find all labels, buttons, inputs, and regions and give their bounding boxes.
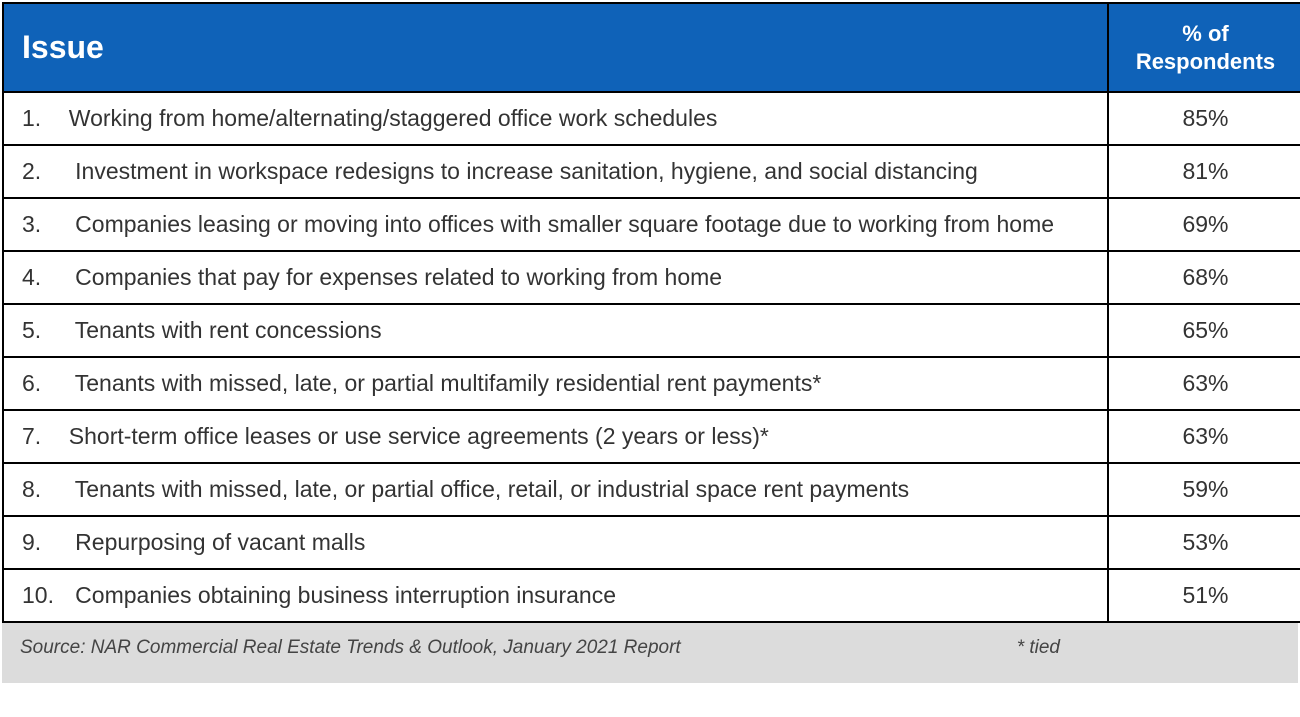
row-number: 6. [22, 370, 56, 397]
pct-cell: 65% [1108, 304, 1300, 357]
row-text: Working from home/alternating/staggered … [69, 105, 718, 131]
table-container: Issue % of Respondents 1. Working from h… [0, 0, 1300, 685]
row-number: 10. [22, 582, 56, 609]
issue-cell: 3. Companies leasing or moving into offi… [3, 198, 1108, 251]
pct-cell: 68% [1108, 251, 1300, 304]
table-row: 3. Companies leasing or moving into offi… [3, 198, 1300, 251]
row-text: Investment in workspace redesigns to inc… [69, 158, 978, 184]
table-row: 10. Companies obtaining business interru… [3, 569, 1300, 622]
pct-cell: 85% [1108, 92, 1300, 145]
pct-cell: 53% [1108, 516, 1300, 569]
header-issue: Issue [3, 3, 1108, 92]
issue-cell: 9. Repurposing of vacant malls [3, 516, 1108, 569]
pct-cell: 51% [1108, 569, 1300, 622]
row-number: 7. [22, 423, 56, 450]
row-text: Tenants with missed, late, or partial mu… [69, 370, 822, 396]
row-text: Tenants with rent concessions [69, 317, 382, 343]
table-row: 7. Short-term office leases or use servi… [3, 410, 1300, 463]
row-number: 2. [22, 158, 56, 185]
table-row: 2. Investment in workspace redesigns to … [3, 145, 1300, 198]
row-text: Tenants with missed, late, or partial of… [69, 476, 909, 502]
row-number: 1. [22, 105, 56, 132]
row-number: 8. [22, 476, 56, 503]
pct-cell: 81% [1108, 145, 1300, 198]
issue-cell: 6. Tenants with missed, late, or partial… [3, 357, 1108, 410]
issues-table: Issue % of Respondents 1. Working from h… [2, 2, 1300, 623]
issue-cell: 4. Companies that pay for expenses relat… [3, 251, 1108, 304]
pct-cell: 63% [1108, 357, 1300, 410]
issue-cell: 8. Tenants with missed, late, or partial… [3, 463, 1108, 516]
row-text: Short-term office leases or use service … [69, 423, 769, 449]
table-row: 4. Companies that pay for expenses relat… [3, 251, 1300, 304]
issue-cell: 10. Companies obtaining business interru… [3, 569, 1108, 622]
row-text: Repurposing of vacant malls [69, 529, 366, 555]
table-row: 9. Repurposing of vacant malls 53% [3, 516, 1300, 569]
issue-cell: 2. Investment in workspace redesigns to … [3, 145, 1108, 198]
table-row: 8. Tenants with missed, late, or partial… [3, 463, 1300, 516]
row-number: 3. [22, 211, 56, 238]
row-number: 9. [22, 529, 56, 556]
row-text: Companies that pay for expenses related … [69, 264, 722, 290]
footer-note: * tied [1017, 637, 1280, 659]
issue-cell: 7. Short-term office leases or use servi… [3, 410, 1108, 463]
pct-cell: 59% [1108, 463, 1300, 516]
table-footer: Source: NAR Commercial Real Estate Trend… [2, 623, 1298, 683]
pct-cell: 69% [1108, 198, 1300, 251]
row-number: 4. [22, 264, 56, 291]
row-text: Companies obtaining business interruptio… [69, 582, 616, 608]
issue-cell: 1. Working from home/alternating/stagger… [3, 92, 1108, 145]
issue-cell: 5. Tenants with rent concessions [3, 304, 1108, 357]
table-row: 5. Tenants with rent concessions 65% [3, 304, 1300, 357]
row-number: 5. [22, 317, 56, 344]
table-row: 1. Working from home/alternating/stagger… [3, 92, 1300, 145]
table-row: 6. Tenants with missed, late, or partial… [3, 357, 1300, 410]
row-text: Companies leasing or moving into offices… [69, 211, 1054, 237]
pct-cell: 63% [1108, 410, 1300, 463]
header-pct: % of Respondents [1108, 3, 1300, 92]
footer-source: Source: NAR Commercial Real Estate Trend… [20, 637, 681, 659]
table-header-row: Issue % of Respondents [3, 3, 1300, 92]
